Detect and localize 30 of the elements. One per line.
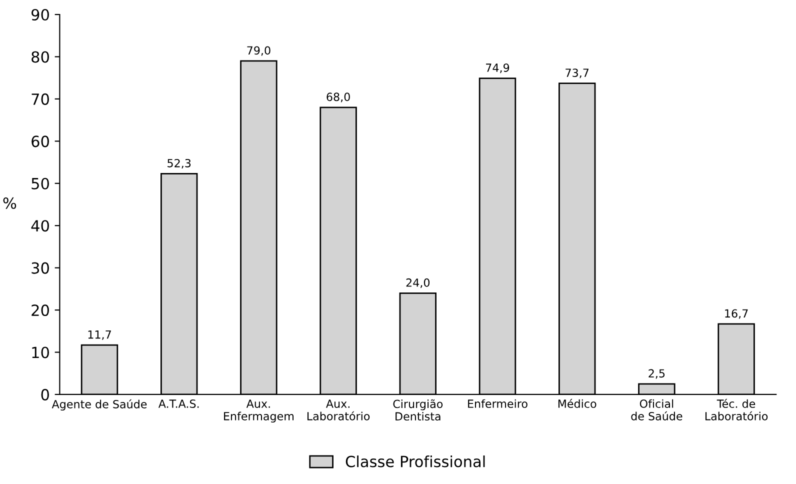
x-tick-label: Aux. Laboratório <box>307 400 370 420</box>
y-tick-label: 0 <box>41 388 49 400</box>
x-tick-label: Cirurgião Dentista <box>393 399 443 421</box>
data-label: 16,7 <box>725 309 748 319</box>
data-label: 73,7 <box>566 68 589 78</box>
x-tick-label: Oficial de Saúde <box>631 399 682 420</box>
y-tick-label: 60 <box>32 136 49 148</box>
data-label: 2,5 <box>648 369 665 379</box>
x-tick-label: Médico <box>558 398 596 408</box>
y-tick-label: 40 <box>31 220 49 232</box>
data-label: 74,9 <box>486 64 510 74</box>
y-tick-label: 70 <box>32 93 49 105</box>
legend-label: Classe Profissional <box>346 455 485 468</box>
y-tick-label: 30 <box>32 262 49 274</box>
y-tick-label: 20 <box>32 304 49 316</box>
y-tick-label: 10 <box>32 346 49 358</box>
data-label: 11,7 <box>88 330 111 340</box>
x-tick-label: A.T.A.S. <box>158 400 199 408</box>
data-label: 52,3 <box>168 158 191 168</box>
y-axis-title: % <box>3 197 16 209</box>
y-tick-label: 90 <box>32 8 49 21</box>
data-label: 24,0 <box>406 278 430 288</box>
data-label: 79,0 <box>247 46 270 56</box>
x-tick-label: Agente de Saúde <box>52 399 147 411</box>
y-tick-label: 80 <box>32 51 49 63</box>
x-tick-label: Téc. de Laboratório <box>705 398 768 420</box>
data-label: 68,0 <box>326 92 350 102</box>
x-tick-label: Enfermeiro <box>468 399 528 408</box>
x-tick-label: Aux. Enfermagem <box>224 400 294 423</box>
y-tick-label: 50 <box>32 178 49 190</box>
